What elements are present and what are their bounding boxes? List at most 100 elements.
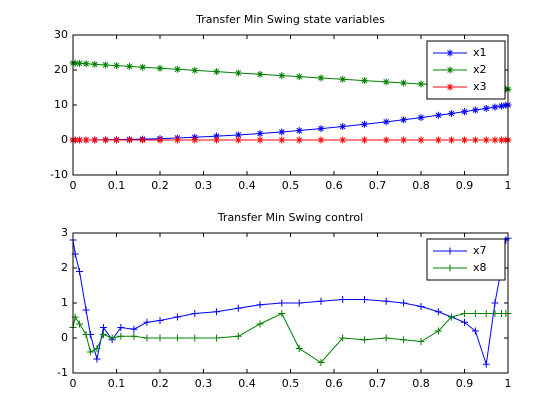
data-point [213, 308, 221, 316]
data-point [360, 120, 368, 128]
data-point [76, 59, 84, 67]
legend-label: x8 [473, 261, 487, 274]
data-point [497, 102, 505, 110]
data-point [295, 127, 303, 135]
data-point [213, 68, 221, 76]
data-point [482, 310, 490, 317]
x-tick-label: 0.5 [282, 377, 300, 390]
data-point [317, 74, 325, 82]
data-point [156, 64, 164, 72]
data-point [317, 359, 325, 366]
data-point [93, 355, 101, 363]
data-point [130, 325, 138, 333]
data-point [339, 296, 347, 303]
data-point [278, 128, 286, 136]
data-point [417, 80, 425, 88]
legend-label: x3 [473, 80, 487, 93]
data-point [360, 77, 368, 85]
data-point [317, 136, 325, 144]
data-point [99, 331, 107, 338]
data-point [99, 324, 107, 331]
data-point [382, 334, 390, 342]
data-point [278, 72, 286, 80]
x-tick-label: 0.1 [108, 179, 126, 192]
data-point [82, 136, 90, 144]
data-point [126, 62, 134, 70]
data-point [156, 317, 164, 324]
legend-marker [446, 83, 454, 91]
data-point [434, 136, 442, 144]
data-point [382, 297, 390, 305]
x-tick-label: 0.2 [151, 179, 169, 192]
data-point [191, 310, 199, 317]
data-point [117, 332, 125, 340]
legend: x1 x2 x3 [426, 40, 506, 100]
data-point [130, 332, 138, 340]
data-point [482, 136, 490, 144]
data-point [417, 338, 425, 345]
data-point [360, 336, 368, 344]
x-tick-label: 0.6 [325, 377, 343, 390]
data-point [102, 136, 110, 144]
plot-area [69, 234, 512, 368]
data-point [76, 268, 84, 275]
x-tick-label: 0 [70, 179, 77, 192]
data-point [143, 334, 151, 342]
data-point [339, 136, 347, 144]
data-point [339, 123, 347, 131]
x-tick-label: 0.2 [151, 377, 169, 390]
data-point [191, 66, 199, 74]
data-point [113, 136, 120, 144]
x-tick-label: 0.6 [325, 179, 343, 192]
data-point [234, 304, 242, 312]
data-point [317, 297, 325, 305]
data-point [400, 336, 408, 344]
data-point [139, 136, 147, 144]
data-point [256, 301, 264, 309]
data-point [213, 334, 221, 342]
data-point [234, 69, 242, 77]
data-point [256, 130, 264, 138]
data-point [417, 114, 425, 122]
legend-label: x1 [473, 46, 487, 59]
x-tick-label: 1 [505, 377, 512, 390]
legend-box [426, 238, 506, 281]
data-point [102, 61, 110, 69]
data-point [491, 310, 499, 317]
data-point [93, 345, 101, 352]
data-point [117, 324, 125, 331]
x-tick-label: 0.7 [369, 179, 387, 192]
x-tick-label: 0 [70, 377, 77, 390]
data-point [278, 136, 286, 144]
chart-title: Transfer Min Swing control [217, 211, 363, 224]
data-point [400, 136, 408, 144]
data-point [482, 104, 490, 112]
series-line [72, 312, 508, 364]
data-point [82, 60, 90, 68]
data-point [461, 136, 468, 144]
data-point [461, 318, 468, 326]
data-point [173, 313, 181, 321]
data-point [91, 60, 99, 68]
chart-title: Transfer Min Swing state variables [195, 13, 385, 26]
data-point [213, 132, 221, 140]
data-point [76, 136, 84, 144]
data-point [173, 334, 181, 342]
data-point [434, 308, 442, 316]
data-point [417, 303, 425, 310]
data-point [71, 59, 79, 67]
data-point [191, 136, 199, 144]
legend-label: x2 [473, 63, 487, 76]
y-tick-label: 0 [61, 133, 68, 146]
x-tick-label: 0.9 [456, 377, 474, 390]
data-point [400, 299, 408, 307]
data-point [491, 103, 499, 111]
data-point [471, 136, 479, 144]
x-tick-label: 1 [505, 179, 512, 192]
data-point [108, 334, 116, 342]
data-point [339, 334, 347, 342]
data-point [382, 136, 390, 144]
data-point [447, 136, 455, 144]
